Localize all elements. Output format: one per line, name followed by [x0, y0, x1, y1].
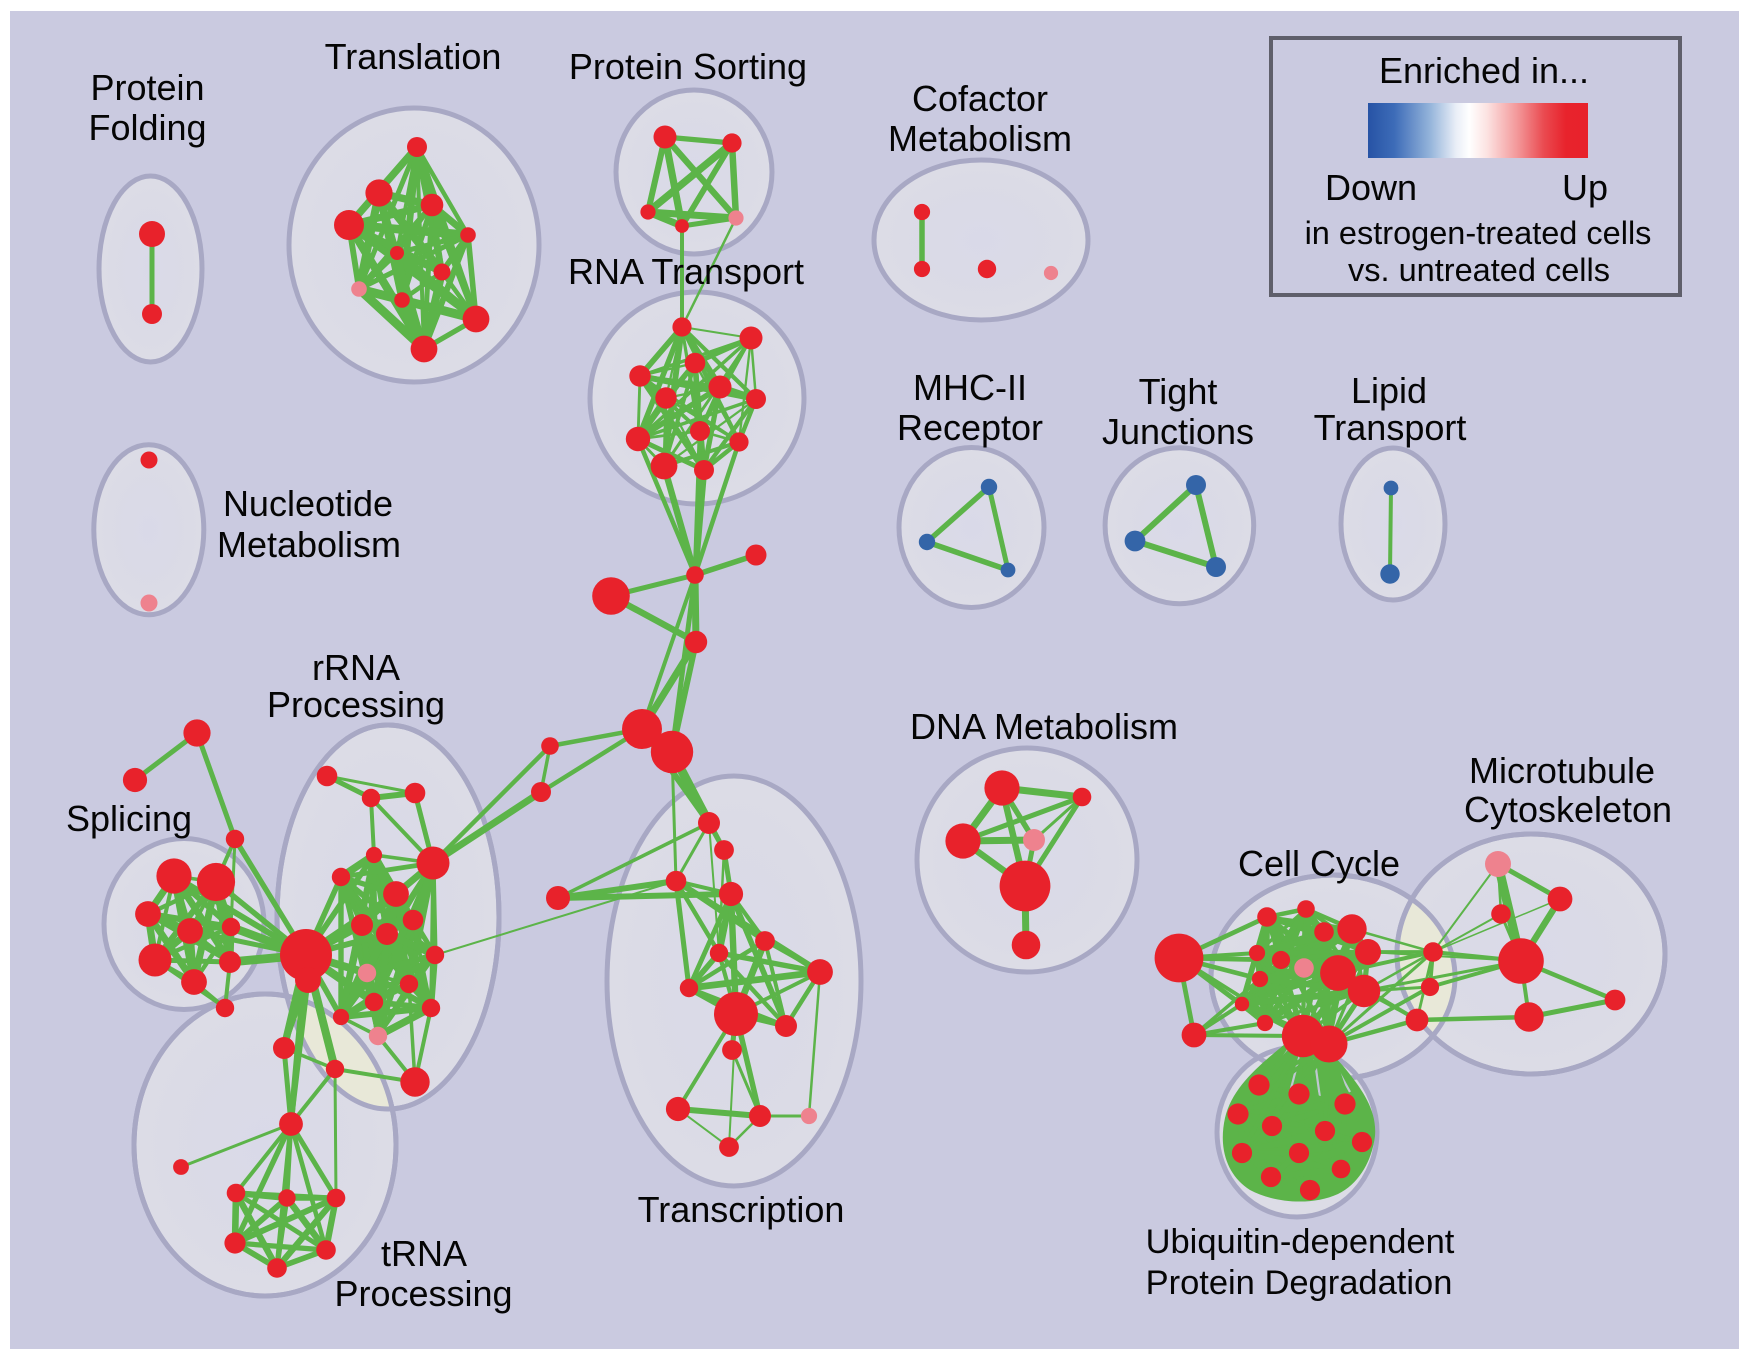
svg-text:Microtubule: Microtubule — [1469, 750, 1655, 791]
svg-text:Ubiquitin-dependent: Ubiquitin-dependent — [1146, 1223, 1455, 1261]
svg-text:Protein: Protein — [90, 67, 204, 108]
svg-text:vs. untreated cells: vs. untreated cells — [1348, 252, 1610, 288]
svg-text:Protein Degradation: Protein Degradation — [1146, 1264, 1453, 1302]
svg-text:Metabolism: Metabolism — [888, 118, 1072, 159]
svg-text:in estrogen-treated cells: in estrogen-treated cells — [1305, 215, 1652, 251]
svg-text:RNA Transport: RNA Transport — [568, 251, 804, 292]
svg-text:tRNA: tRNA — [381, 1233, 467, 1274]
svg-text:Cytoskeleton: Cytoskeleton — [1464, 789, 1672, 830]
svg-text:Down: Down — [1325, 167, 1417, 208]
svg-text:Splicing: Splicing — [66, 798, 192, 839]
svg-text:Enriched in...: Enriched in... — [1379, 50, 1589, 91]
svg-text:Processing: Processing — [334, 1273, 512, 1314]
svg-text:rRNA: rRNA — [312, 647, 400, 688]
svg-text:Up: Up — [1562, 167, 1608, 208]
svg-text:MHC-II: MHC-II — [913, 367, 1027, 408]
svg-text:Cofactor: Cofactor — [912, 78, 1048, 119]
svg-text:Tight: Tight — [1139, 371, 1218, 412]
svg-text:Lipid: Lipid — [1351, 370, 1427, 411]
svg-text:Transport: Transport — [1314, 407, 1467, 448]
svg-text:Transcription: Transcription — [638, 1189, 845, 1230]
svg-text:Translation: Translation — [325, 36, 502, 77]
svg-text:Folding: Folding — [88, 107, 206, 148]
svg-text:Nucleotide: Nucleotide — [223, 483, 393, 524]
svg-text:Junctions: Junctions — [1102, 411, 1254, 452]
svg-text:Metabolism: Metabolism — [217, 524, 401, 565]
svg-text:Processing: Processing — [267, 684, 445, 725]
svg-text:Receptor: Receptor — [897, 407, 1043, 448]
svg-text:Cell Cycle: Cell Cycle — [1238, 843, 1400, 884]
svg-text:DNA Metabolism: DNA Metabolism — [910, 706, 1178, 747]
svg-text:Protein Sorting: Protein Sorting — [569, 46, 807, 87]
